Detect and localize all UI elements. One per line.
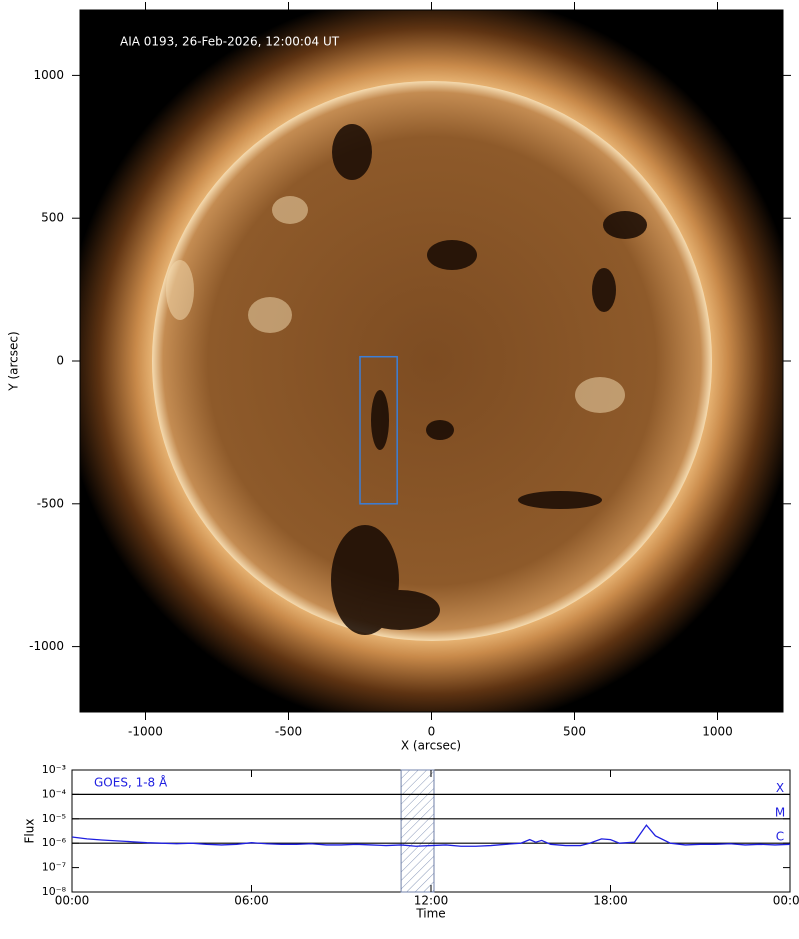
x-tick-label: 0 [428, 725, 436, 739]
level-label: X [776, 781, 784, 795]
y-tick-label: 10⁻³ [42, 763, 66, 776]
x-tick-label: 06:00 [234, 894, 269, 908]
image-title: AIA 0193, 26-Feb-2026, 12:00:04 UT [120, 35, 340, 49]
y-tick-label: -500 [37, 496, 64, 510]
x-tick-label: 500 [563, 725, 586, 739]
x-tick-label: 00:00 [55, 894, 90, 908]
y-tick-label: 10⁻⁸ [42, 885, 67, 898]
y-tick-label: 10⁻⁵ [42, 812, 66, 825]
x-tick-label: 1000 [702, 725, 733, 739]
sun-image [80, 10, 783, 712]
highlight-interval [400, 769, 435, 893]
y-tick-label: 10⁻⁶ [42, 836, 67, 849]
y-axis-label: Flux [23, 819, 37, 844]
y-tick-label: 0 [56, 354, 64, 368]
y-tick-label: 1000 [33, 68, 64, 82]
solar-disk [152, 81, 712, 641]
bright-regions [166, 196, 625, 413]
level-label: M [775, 805, 785, 819]
x-tick-label: -1000 [128, 725, 163, 739]
x-axis-label: X (arcsec) [401, 739, 461, 753]
x-tick-label: 18:00 [593, 894, 628, 908]
x-tick-label: -500 [275, 725, 302, 739]
y-tick-label: 10⁻⁴ [42, 787, 67, 800]
y-tick-label: -1000 [29, 639, 64, 653]
coronal-holes [331, 124, 647, 635]
x-axis-label: Time [415, 907, 445, 921]
y-tick-label: 500 [41, 211, 64, 225]
level-label: C [776, 830, 784, 844]
x-tick-label: 00:00 [773, 894, 799, 908]
x-tick-label: 12:00 [414, 894, 449, 908]
legend-entry: GOES, 1-8 Å [94, 775, 168, 790]
y-axis-label: Y (arcsec) [7, 331, 21, 391]
flux-line [71, 824, 791, 847]
y-tick-label: 10⁻⁷ [42, 861, 66, 874]
region-box [359, 355, 398, 505]
